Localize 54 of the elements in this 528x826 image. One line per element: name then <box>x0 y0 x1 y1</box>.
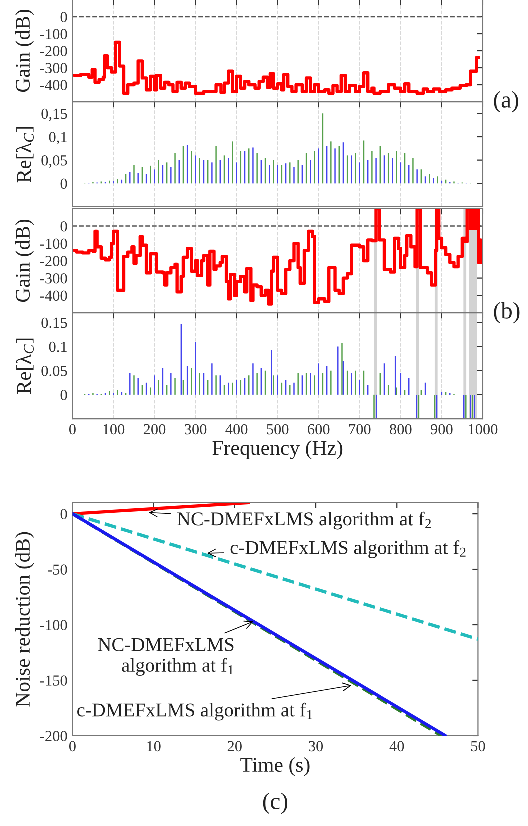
y-tick-label: -300 <box>40 63 68 74</box>
x-tick-label: 0 <box>69 424 76 435</box>
y-axis-title: Re[λ$_{C}$] <box>16 127 34 183</box>
y-tick-label: -150 <box>40 676 68 686</box>
y-tick-label: 0.1 <box>49 342 67 352</box>
y-tick-label: 0.05 <box>42 366 68 376</box>
x-tick-label: 800 <box>390 424 412 435</box>
x-tick-label: 10 <box>148 741 161 752</box>
x-tick-label: 900 <box>430 424 453 435</box>
annotation: c-DMEFxLMS algorithm at f$_{1}$ <box>78 702 312 721</box>
y-tick-label: -200 <box>40 256 68 266</box>
x-tick-label: 500 <box>267 424 289 435</box>
x-tick-label: 1000 <box>469 424 498 435</box>
y-tick-label: -100 <box>40 29 68 40</box>
annotation: c-DMEFxLMS algorithm at f$_{2}$ <box>230 540 466 558</box>
text: (a) <box>494 91 518 113</box>
x-tick-label: 40 <box>390 741 404 752</box>
y-tick-label: -100 <box>40 238 68 250</box>
y-tick-label: 0 <box>60 12 68 22</box>
y-tick-label: -200 <box>40 731 68 742</box>
x-tick-label: 20 <box>228 741 242 752</box>
y-tick-label: -100 <box>40 620 68 630</box>
y-tick-label: -200 <box>40 46 68 56</box>
y-tick-label: 0 <box>60 221 68 232</box>
x-tick-label: 100 <box>104 424 125 435</box>
x-tick-label: 600 <box>308 424 330 435</box>
y-tick-label: 0,1 <box>49 132 67 145</box>
y-axis-title: Noise reduction (dB) <box>15 532 34 707</box>
y-tick-label: -400 <box>40 290 68 302</box>
y-tick-label: 0,15 <box>42 108 68 122</box>
text: (b) <box>494 302 520 324</box>
y-tick-label: 0.15 <box>42 318 68 328</box>
y-tick-label: -300 <box>40 273 68 284</box>
x-axis-title: Frequency (Hz) <box>212 440 343 460</box>
y-axis-title: Re[λ$_{C}$] <box>16 338 34 394</box>
y-tick-label: -50 <box>48 564 68 575</box>
x-axis-title: Time (s) <box>240 757 310 776</box>
x-tick-label: 300 <box>185 424 207 435</box>
x-tick-label: 700 <box>349 424 371 435</box>
annotation: NC-DMEFxLMS algorithm at f$_{1}$ <box>98 638 234 676</box>
y-tick-label: 0,05 <box>42 155 68 168</box>
y-tick-label: 0 <box>60 509 68 520</box>
y-tick-label: 0 <box>60 390 68 400</box>
y-tick-label: 0 <box>60 178 68 190</box>
y-axis-title: Gain (dB) <box>15 10 34 92</box>
text: (c) <box>263 792 288 814</box>
x-tick-label: 30 <box>309 741 324 752</box>
y-tick-label: -400 <box>40 80 68 90</box>
x-tick-label: 200 <box>144 424 166 435</box>
x-tick-label: 0 <box>69 741 76 752</box>
y-axis-title: Gain (dB) <box>15 220 34 302</box>
annotation: NC-DMEFxLMS algorithm at f$_{2}$ <box>177 512 432 530</box>
x-tick-label: 400 <box>226 424 248 435</box>
x-tick-label: 50 <box>471 741 486 752</box>
